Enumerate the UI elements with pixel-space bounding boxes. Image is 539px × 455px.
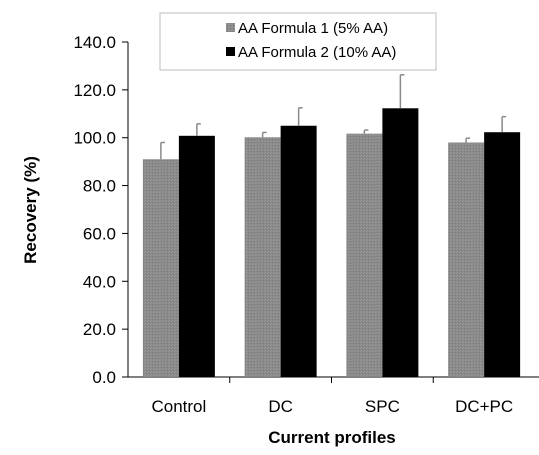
y-axis: 0.0 20.0 40.0 60.0 80.0 100.0 120.0 140.0 Recov… bbox=[21, 33, 129, 387]
x-axis-title: Current profiles bbox=[268, 428, 396, 447]
bar-series-2 bbox=[382, 108, 419, 378]
x-axis: Control DC SPC DC+PC Current profiles bbox=[128, 376, 539, 447]
x-tick-label: DC bbox=[268, 397, 293, 416]
y-ticks: 0.0 20.0 40.0 60.0 80.0 100.0 120.0 140.0 bbox=[73, 33, 128, 387]
y-tick-label: 140.0 bbox=[73, 33, 116, 52]
bar-series-1 bbox=[142, 159, 179, 377]
bar-series-2 bbox=[484, 132, 521, 377]
legend-label-formula-1: AA Formula 1 (5% AA) bbox=[238, 20, 388, 37]
legend-label-formula-2: AA Formula 2 (10% AA) bbox=[238, 44, 396, 61]
x-tick-label: Control bbox=[151, 397, 206, 416]
x-tick-label: DC+PC bbox=[455, 397, 513, 416]
legend-swatch-formula-1 bbox=[226, 23, 235, 32]
y-tick-label: 100.0 bbox=[73, 129, 116, 148]
legend-box bbox=[159, 12, 437, 71]
legend: AA Formula 1 (5% AA) AA Formula 2 (10% A… bbox=[159, 12, 437, 71]
y-axis-title: Recovery (%) bbox=[21, 156, 40, 264]
bar-series-2 bbox=[280, 125, 317, 377]
y-tick-label: 0.0 bbox=[92, 368, 116, 387]
y-tick-label: 60.0 bbox=[83, 224, 116, 243]
bar-series-1 bbox=[346, 133, 383, 377]
y-tick-label: 80.0 bbox=[83, 177, 116, 196]
y-tick-label: 20.0 bbox=[83, 320, 116, 339]
x-ticks: Control DC SPC DC+PC bbox=[151, 377, 513, 416]
legend-swatch-formula-2 bbox=[226, 47, 235, 56]
bar-series-1 bbox=[448, 142, 485, 377]
y-tick-label: 120.0 bbox=[73, 81, 116, 100]
bar-series-1 bbox=[244, 137, 281, 377]
y-tick-label: 40.0 bbox=[83, 272, 116, 291]
bar-series-2 bbox=[178, 135, 215, 377]
x-tick-label: SPC bbox=[365, 397, 400, 416]
bars bbox=[142, 74, 521, 378]
